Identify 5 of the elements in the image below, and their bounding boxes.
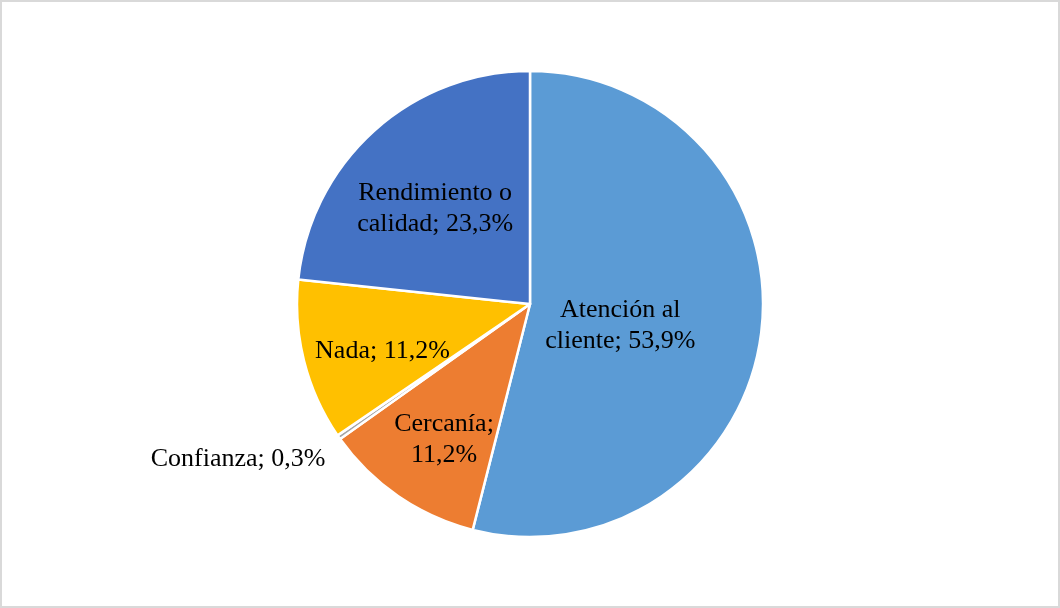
slice-label: Confianza; 0,3% bbox=[150, 442, 326, 472]
slice-label: Cercanía; 11,2% bbox=[394, 408, 501, 469]
slice-label: Atención al cliente; 53,9% bbox=[545, 293, 696, 354]
slice-label: Rendimiento o calidad; 23,3% bbox=[357, 177, 519, 238]
slice-label: Nada; 11,2% bbox=[315, 335, 450, 365]
